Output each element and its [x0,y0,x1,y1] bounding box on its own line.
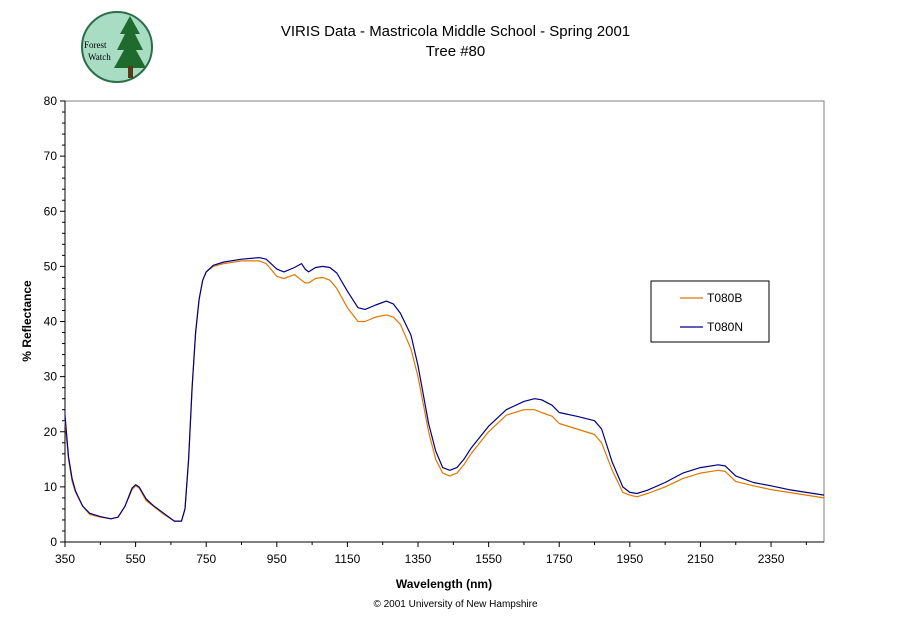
legend-label: T080N [707,320,743,334]
chart-title: VIRIS Data - Mastricola Middle School - … [280,23,631,40]
copyright-text: © 2001 University of New Hampshire [373,599,538,610]
logo-text-line2: Watch [88,52,111,62]
x-tick-label: 750 [196,552,216,566]
y-tick-label: 80 [44,94,58,108]
forest-watch-logo: Forest Watch [81,11,153,83]
x-tick-label: 1350 [405,552,432,566]
x-tick-label: 550 [126,552,146,566]
y-tick-label: 10 [44,480,58,494]
x-tick-label: 1550 [475,552,502,566]
series-layer [64,257,825,522]
chart-title-block: VIRIS Data - Mastricola Middle School - … [0,22,911,62]
legend-label: T080B [707,291,742,305]
x-tick-label: 1150 [335,552,361,566]
y-tick-label: 60 [44,204,58,218]
legend-box [650,280,770,343]
legend: T080B T080N [650,280,770,343]
logo-text-line1: Forest [84,40,107,50]
y-axis-label: % Reflectance [20,280,34,362]
chart-subtitle: Tree #80 [425,43,486,60]
tree-icon [114,16,146,78]
x-tick-label: 1950 [616,552,643,566]
x-tick-label: 2350 [758,552,785,566]
y-tick-label: 30 [44,370,58,384]
x-tick-label: 2150 [687,552,714,566]
y-tick-label: 20 [44,425,58,439]
x-axis: 350 550 750 950 1150 1350 1550 1750 1950 2150 2350 [55,542,807,566]
x-axis-label: Wavelength (nm) [396,577,492,591]
y-tick-label: 0 [50,535,57,549]
y-tick-label: 50 [44,259,58,273]
series-line-t080b [64,260,825,522]
y-tick-label: 40 [44,315,58,329]
series-line-t080n [64,257,825,522]
y-tick-label: 70 [44,149,58,163]
x-tick-label: 350 [55,552,75,566]
x-tick-label: 950 [267,552,287,566]
x-tick-label: 1750 [546,552,573,566]
y-axis: 0 10 20 30 40 50 60 70 80 [44,94,65,549]
